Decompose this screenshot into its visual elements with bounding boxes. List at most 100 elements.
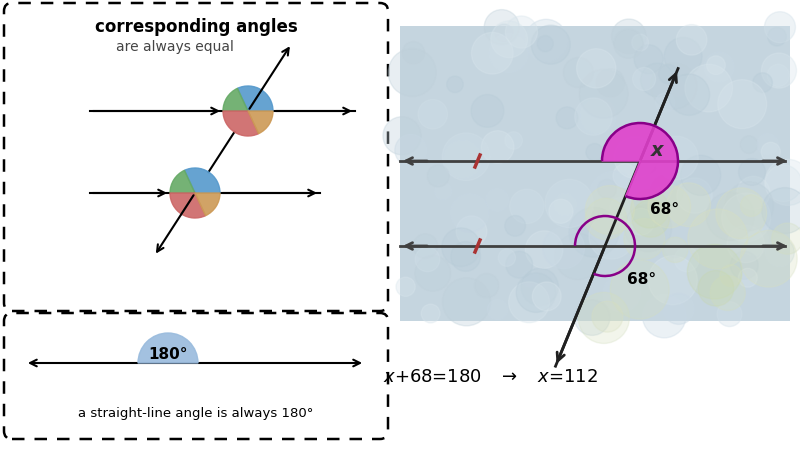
Circle shape: [522, 269, 558, 306]
Circle shape: [614, 30, 643, 59]
Circle shape: [681, 156, 721, 196]
Circle shape: [422, 304, 440, 323]
Text: x: x: [651, 141, 664, 160]
Circle shape: [569, 208, 619, 258]
Circle shape: [442, 133, 490, 181]
Circle shape: [531, 26, 570, 65]
Circle shape: [563, 59, 594, 88]
Text: corresponding angles: corresponding angles: [94, 18, 298, 36]
Circle shape: [757, 134, 778, 156]
Circle shape: [668, 79, 686, 98]
Circle shape: [650, 64, 697, 110]
Circle shape: [610, 198, 630, 217]
Circle shape: [579, 70, 628, 119]
Bar: [400, 27, 790, 321]
Circle shape: [489, 34, 528, 74]
Circle shape: [383, 117, 421, 156]
Text: are always equal: are always equal: [116, 40, 234, 54]
Circle shape: [580, 98, 616, 134]
Circle shape: [768, 28, 786, 47]
Circle shape: [598, 180, 617, 199]
Circle shape: [396, 277, 415, 297]
Circle shape: [613, 165, 637, 188]
Circle shape: [522, 271, 538, 288]
Circle shape: [526, 231, 563, 269]
Circle shape: [737, 177, 770, 210]
Circle shape: [718, 81, 766, 129]
Circle shape: [510, 190, 544, 224]
Wedge shape: [238, 87, 273, 112]
Circle shape: [738, 269, 758, 288]
Circle shape: [596, 69, 625, 98]
Circle shape: [395, 135, 426, 167]
Circle shape: [706, 57, 726, 75]
Circle shape: [765, 13, 795, 44]
Circle shape: [740, 231, 797, 287]
FancyBboxPatch shape: [4, 313, 388, 439]
Circle shape: [617, 174, 649, 206]
Circle shape: [767, 65, 790, 87]
Circle shape: [722, 193, 770, 242]
Circle shape: [634, 46, 663, 74]
Circle shape: [505, 133, 522, 150]
Wedge shape: [170, 193, 206, 219]
Circle shape: [592, 302, 623, 332]
Circle shape: [730, 252, 758, 280]
Circle shape: [625, 205, 672, 252]
Circle shape: [586, 186, 634, 235]
Circle shape: [549, 200, 573, 224]
Circle shape: [765, 160, 800, 206]
Text: 68°: 68°: [650, 202, 679, 216]
Circle shape: [509, 282, 550, 323]
Circle shape: [450, 242, 481, 272]
Circle shape: [471, 33, 513, 75]
Circle shape: [498, 249, 515, 267]
Circle shape: [676, 26, 707, 56]
Circle shape: [388, 50, 436, 97]
Circle shape: [762, 54, 797, 89]
Circle shape: [525, 20, 567, 63]
Text: 68°: 68°: [627, 272, 656, 286]
Circle shape: [665, 238, 685, 258]
Circle shape: [450, 194, 489, 233]
Circle shape: [628, 209, 654, 235]
Circle shape: [586, 144, 603, 161]
Wedge shape: [138, 333, 198, 363]
Circle shape: [415, 248, 440, 272]
Circle shape: [402, 42, 425, 64]
Circle shape: [674, 248, 699, 272]
Circle shape: [633, 68, 656, 91]
Wedge shape: [248, 112, 273, 134]
Circle shape: [706, 193, 754, 241]
Circle shape: [624, 219, 665, 260]
Circle shape: [427, 166, 449, 188]
Circle shape: [740, 137, 758, 154]
Circle shape: [717, 302, 742, 327]
Circle shape: [442, 278, 490, 326]
Circle shape: [490, 22, 527, 59]
Circle shape: [487, 300, 508, 320]
Circle shape: [556, 108, 578, 129]
Circle shape: [765, 166, 800, 202]
Circle shape: [537, 37, 554, 53]
Circle shape: [482, 131, 514, 164]
Circle shape: [516, 273, 556, 313]
Circle shape: [662, 238, 688, 263]
Circle shape: [738, 226, 769, 257]
Wedge shape: [223, 112, 258, 137]
Circle shape: [664, 38, 702, 76]
Circle shape: [474, 274, 498, 298]
Wedge shape: [195, 193, 220, 216]
Circle shape: [574, 99, 612, 136]
Circle shape: [663, 294, 694, 325]
Wedge shape: [170, 171, 195, 193]
Circle shape: [434, 184, 452, 201]
Circle shape: [415, 256, 450, 291]
Circle shape: [444, 141, 482, 179]
Circle shape: [603, 275, 641, 313]
Circle shape: [685, 65, 733, 113]
Circle shape: [555, 234, 602, 280]
Circle shape: [761, 143, 780, 162]
Circle shape: [655, 94, 675, 113]
Circle shape: [610, 261, 670, 319]
